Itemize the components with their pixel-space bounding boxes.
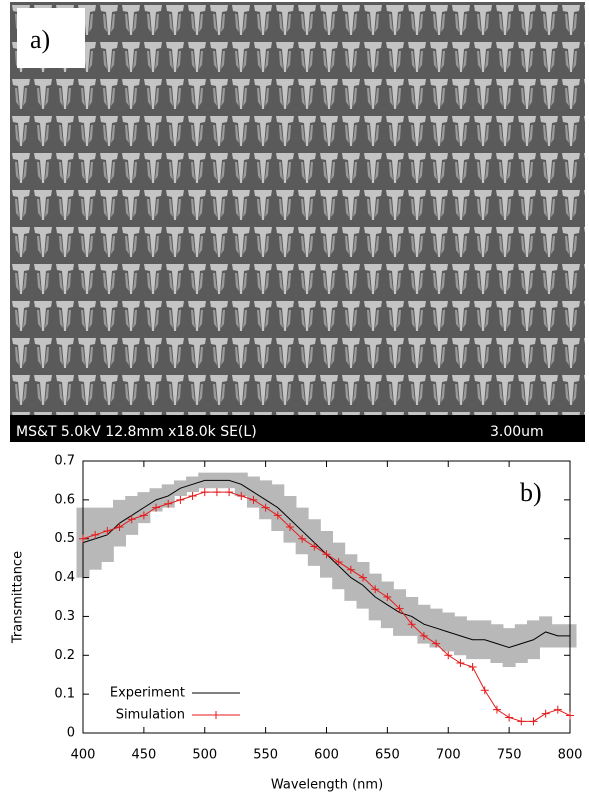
legend-marker [212, 711, 220, 719]
point-marker [79, 534, 87, 543]
point-marker [456, 659, 465, 668]
point-marker [334, 558, 343, 567]
point-marker [310, 542, 319, 551]
point-marker [103, 526, 112, 535]
point-marker [91, 530, 100, 539]
point-marker [298, 534, 307, 543]
y-tick-label: 0.6 [54, 492, 75, 507]
y-tick-label: 0.4 [54, 570, 75, 585]
legend-label: Simulation [116, 708, 185, 723]
point-marker [237, 491, 246, 500]
panel-label: a) [30, 25, 50, 54]
point-marker [432, 639, 441, 648]
sem-scale: 3.00um [490, 424, 544, 440]
x-tick-label: 650 [375, 748, 400, 763]
point-marker [517, 717, 526, 726]
x-axis-title: Wavelength (nm) [271, 778, 383, 793]
point-marker [346, 565, 355, 574]
y-tick-label: 0.1 [54, 687, 75, 702]
point-marker [115, 523, 124, 532]
point-marker [566, 711, 574, 720]
point-marker [541, 709, 550, 718]
sem-image [10, 2, 585, 442]
point-marker [225, 488, 234, 497]
point-marker [212, 488, 221, 497]
panel-label: b) [520, 478, 542, 507]
point-marker [127, 515, 136, 524]
point-marker [359, 573, 368, 582]
y-tick-label: 0 [67, 726, 75, 741]
x-tick-label: 400 [71, 748, 96, 763]
y-tick-label: 0.2 [54, 648, 75, 663]
y-tick-label: 0.5 [54, 531, 75, 546]
y-axis-title: Transmittance [11, 551, 26, 644]
point-marker [273, 511, 282, 520]
x-tick-label: 700 [436, 748, 461, 763]
point-marker [285, 523, 294, 532]
point-marker [529, 717, 538, 726]
sem-caption: MS&T 5.0kV 12.8mm x18.0k SE(L) [16, 424, 257, 440]
point-marker [249, 495, 258, 504]
y-tick-label: 0.3 [54, 609, 75, 624]
point-marker [322, 550, 331, 559]
point-marker [419, 631, 428, 640]
x-tick-label: 800 [558, 748, 583, 763]
point-marker [383, 593, 392, 601]
point-marker [480, 686, 489, 695]
point-marker [505, 713, 514, 722]
point-marker [164, 499, 173, 508]
point-marker [152, 503, 161, 512]
x-tick-label: 750 [497, 748, 522, 763]
x-tick-label: 450 [131, 748, 156, 763]
point-marker [468, 662, 477, 671]
point-marker [200, 488, 209, 497]
x-tick-label: 500 [192, 748, 217, 763]
sem-info-bar [10, 415, 585, 442]
legend-label: Experiment [110, 686, 185, 701]
point-marker [371, 585, 380, 594]
label-box [17, 8, 85, 68]
y-tick-label: 0.7 [54, 454, 75, 469]
point-marker [261, 503, 270, 512]
x-tick-label: 600 [314, 748, 339, 763]
point-marker [492, 705, 501, 714]
point-marker [139, 511, 148, 520]
point-marker [553, 705, 562, 714]
x-tick-label: 550 [253, 748, 278, 763]
point-marker [444, 651, 453, 660]
point-marker [395, 604, 404, 613]
point-marker [176, 495, 185, 504]
point-marker [188, 491, 197, 500]
point-marker [407, 620, 416, 629]
